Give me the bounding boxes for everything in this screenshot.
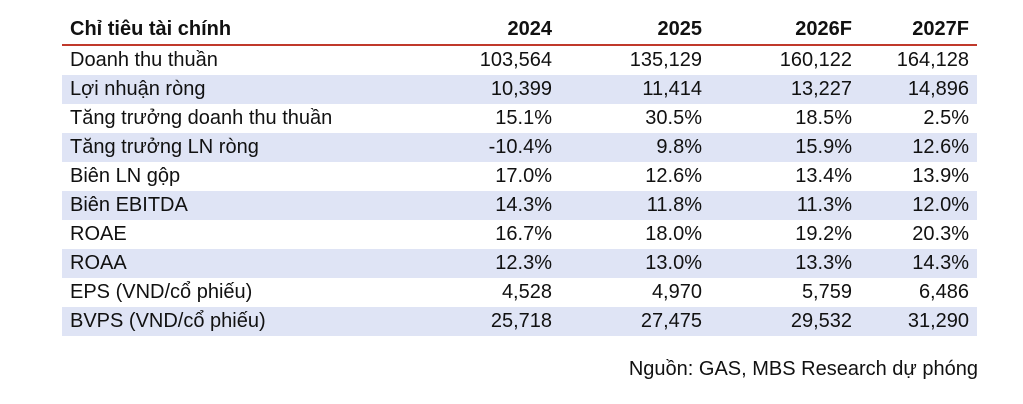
row-label: Tăng trưởng LN ròng (62, 133, 420, 162)
header-year-2026f: 2026F (710, 14, 860, 46)
cell-value: 18.5% (795, 107, 852, 129)
table-header: Chỉ tiêu tài chính 2024 2025 2026F 2027F (62, 14, 977, 46)
row-label: Doanh thu thuần (70, 49, 218, 71)
row-label: BVPS (VND/cổ phiếu) (62, 307, 420, 336)
table-body: Doanh thu thuần 103,564 135,129 160,122 … (62, 45, 977, 336)
row-label: Biên EBITDA (62, 191, 420, 220)
cell-value: 5,759 (801, 281, 852, 303)
cell-value: 13.0% (560, 249, 710, 278)
cell-value: 19.2% (795, 223, 852, 245)
table-row: EPS (VND/cổ phiếu) 4,528 4,970 5,759 6,4… (62, 278, 977, 307)
header-indicator: Chỉ tiêu tài chính (62, 14, 420, 46)
cell-value: 15.9% (710, 133, 860, 162)
row-label: ROAA (62, 249, 420, 278)
table-row: Tăng trưởng doanh thu thuần 15.1% 30.5% … (62, 104, 977, 133)
cell-value: 10,399 (420, 75, 560, 104)
cell-value: 2.5% (923, 107, 969, 129)
cell-value: 17.0% (495, 165, 552, 187)
cell-value: 12.3% (420, 249, 560, 278)
cell-value: 11,414 (560, 75, 710, 104)
header-year-2027f: 2027F (860, 14, 977, 46)
cell-value: 14.3% (860, 249, 977, 278)
header-row: Chỉ tiêu tài chính 2024 2025 2026F 2027F (62, 14, 977, 46)
cell-value: 6,486 (918, 281, 969, 303)
table-row: Tăng trưởng LN ròng -10.4% 9.8% 15.9% 12… (62, 133, 977, 162)
cell-value: 13,227 (710, 75, 860, 104)
table-row: Doanh thu thuần 103,564 135,129 160,122 … (62, 45, 977, 75)
row-label: EPS (VND/cổ phiếu) (70, 281, 253, 303)
header-year-2025: 2025 (560, 14, 710, 46)
source-note: Nguồn: GAS, MBS Research dự phóng (628, 358, 978, 380)
cell-value: 30.5% (645, 107, 702, 129)
header-year-2024: 2024 (420, 14, 560, 46)
table-row: Lợi nhuận ròng 10,399 11,414 13,227 14,8… (62, 75, 977, 104)
cell-value: 14.3% (420, 191, 560, 220)
cell-value: 13.3% (710, 249, 860, 278)
cell-value: 4,528 (501, 281, 552, 303)
cell-value: 4,970 (651, 281, 702, 303)
table-row: Biên LN gộp 17.0% 12.6% 13.4% 13.9% (62, 162, 977, 191)
row-label: Biên LN gộp (70, 165, 181, 187)
cell-value: 12.0% (860, 191, 977, 220)
table-row: ROAE 16.7% 18.0% 19.2% 20.3% (62, 220, 977, 249)
cell-value: 135,129 (629, 49, 702, 71)
financial-indicators-table: Chỉ tiêu tài chính 2024 2025 2026F 2027F… (62, 14, 977, 336)
cell-value: 14,896 (860, 75, 977, 104)
cell-value: 16.7% (495, 223, 552, 245)
cell-value: 11.3% (710, 191, 860, 220)
cell-value: 103,564 (479, 49, 552, 71)
table-row: Biên EBITDA 14.3% 11.8% 11.3% 12.0% (62, 191, 977, 220)
row-label: Tăng trưởng doanh thu thuần (70, 107, 333, 129)
cell-value: 11.8% (560, 191, 710, 220)
cell-value: 13.9% (912, 165, 969, 187)
cell-value: 20.3% (912, 223, 969, 245)
cell-value: 9.8% (560, 133, 710, 162)
financial-indicators-table-container: Chỉ tiêu tài chính 2024 2025 2026F 2027F… (62, 14, 977, 336)
table-row: ROAA 12.3% 13.0% 13.3% 14.3% (62, 249, 977, 278)
table-row: BVPS (VND/cổ phiếu) 25,718 27,475 29,532… (62, 307, 977, 336)
cell-value: 31,290 (860, 307, 977, 336)
cell-value: 13.4% (795, 165, 852, 187)
cell-value: 164,128 (896, 49, 969, 71)
cell-value: 12.6% (645, 165, 702, 187)
row-label: Lợi nhuận ròng (62, 75, 420, 104)
cell-value: -10.4% (420, 133, 560, 162)
cell-value: 25,718 (420, 307, 560, 336)
cell-value: 15.1% (495, 107, 552, 129)
cell-value: 27,475 (560, 307, 710, 336)
cell-value: 160,122 (779, 49, 852, 71)
cell-value: 12.6% (860, 133, 977, 162)
row-label: ROAE (70, 223, 127, 245)
cell-value: 18.0% (645, 223, 702, 245)
cell-value: 29,532 (710, 307, 860, 336)
